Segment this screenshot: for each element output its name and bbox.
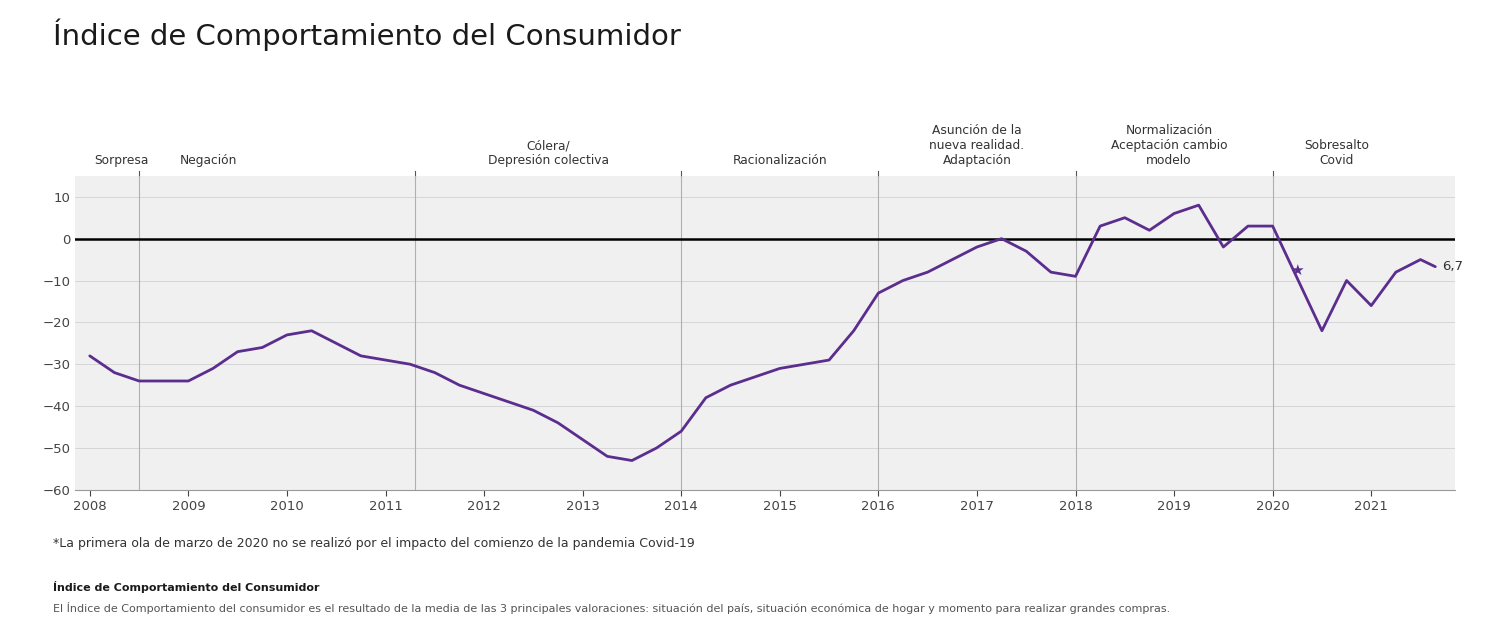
Text: *La primera ola de marzo de 2020 no se realizó por el impacto del comienzo de la: *La primera ola de marzo de 2020 no se r… [53, 537, 695, 550]
Text: Sobresalto
Covid: Sobresalto Covid [1304, 139, 1370, 168]
Text: Racionalización: Racionalización [732, 154, 827, 168]
Text: Normalización
Aceptación cambio
modelo: Normalización Aceptación cambio modelo [1112, 124, 1227, 168]
Text: Sorpresa: Sorpresa [94, 154, 148, 168]
Text: Negación: Negación [180, 154, 237, 168]
Text: 6,7: 6,7 [1442, 260, 1462, 273]
Text: ★: ★ [1290, 263, 1304, 278]
Text: Índice de Comportamiento del Consumidor: Índice de Comportamiento del Consumidor [53, 581, 320, 593]
Text: El Índice de Comportamiento del consumidor es el resultado de la media de las 3 : El Índice de Comportamiento del consumid… [53, 602, 1170, 614]
Text: Índice de Comportamiento del Consumidor: Índice de Comportamiento del Consumidor [53, 19, 681, 51]
Text: Asunción de la
nueva realidad.
Adaptación: Asunción de la nueva realidad. Adaptació… [930, 124, 1024, 168]
Text: Cólera/
Depresión colectiva: Cólera/ Depresión colectiva [488, 139, 609, 168]
